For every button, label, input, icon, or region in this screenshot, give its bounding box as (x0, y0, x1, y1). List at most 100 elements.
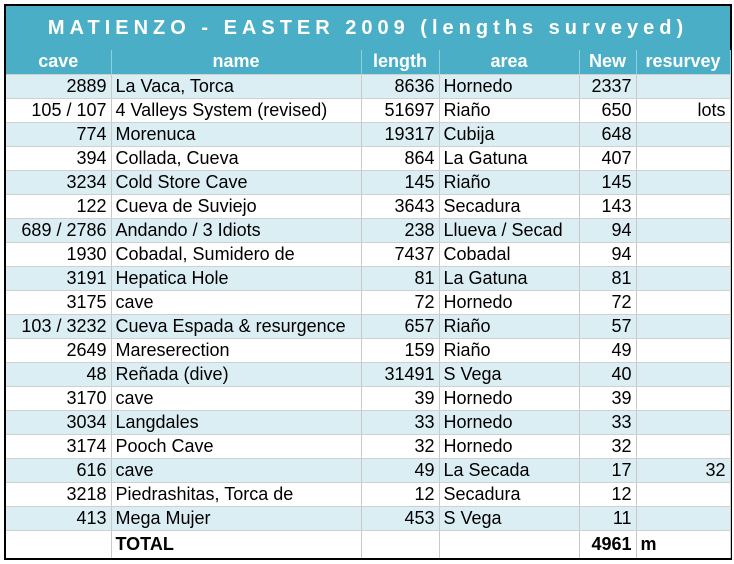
total-empty-length (361, 530, 440, 558)
cell-name: Pooch Cave (111, 434, 362, 459)
table-row: 394 Collada, Cueva 864 La Gatuna 407 (6, 146, 731, 171)
cell-cave: 3218 (6, 482, 112, 507)
header-length: length (361, 50, 440, 75)
cell-cave: 105 / 107 (6, 98, 112, 123)
table-row: 413 Mega Mujer 453 S Vega 11 (6, 506, 731, 531)
total-value: 4961 (579, 530, 637, 558)
cell-name: 4 Valleys System (revised) (111, 98, 362, 123)
table-row: 3174 Pooch Cave 32 Hornedo 32 (6, 434, 731, 459)
cell-area: La Gatuna (439, 146, 580, 171)
cell-length: 7437 (361, 242, 440, 267)
table-row: 48 Reñada (dive) 31491 S Vega 40 (6, 362, 731, 387)
cell-cave: 103 / 3232 (6, 314, 112, 339)
cell-new: 650 (579, 98, 637, 123)
cell-length: 81 (361, 266, 440, 291)
cell-cave: 689 / 2786 (6, 218, 112, 243)
cell-length: 657 (361, 314, 440, 339)
cell-new: 11 (579, 506, 637, 531)
cell-new: 40 (579, 362, 637, 387)
total-empty-area (439, 530, 580, 558)
cell-new: 145 (579, 170, 637, 195)
cell-area: Riaño (439, 338, 580, 363)
cell-name: Morenuca (111, 122, 362, 147)
header-name: name (111, 50, 362, 75)
cell-area: Hornedo (439, 386, 580, 411)
title-text: MATIENZO - EASTER 2009 (lengths surveyed… (47, 16, 689, 39)
total-label: TOTAL (111, 530, 362, 558)
cell-cave: 3175 (6, 290, 112, 315)
table-row: 3170 cave 39 Hornedo 39 (6, 386, 731, 411)
cell-new: 12 (579, 482, 637, 507)
cell-resurvey (636, 266, 731, 291)
cell-area: La Secada (439, 458, 580, 483)
cell-name: Mareserection (111, 338, 362, 363)
table-row: 2649 Mareserection 159 Riaño 49 (6, 338, 731, 363)
table-row: 774 Morenuca 19317 Cubija 648 (6, 122, 731, 147)
cell-new: 94 (579, 242, 637, 267)
cell-new: 32 (579, 434, 637, 459)
table-row: 3034 Langdales 33 Hornedo 33 (6, 410, 731, 435)
table-row: 689 / 2786 Andando / 3 Idiots 238 Llueva / … (6, 218, 731, 243)
cell-length: 33 (361, 410, 440, 435)
cell-cave: 3170 (6, 386, 112, 411)
cell-name: La Vaca, Torca (111, 74, 362, 99)
table-row: 3191 Hepatica Hole 81 La Gatuna 81 (6, 266, 731, 291)
cell-name: Reñada (dive) (111, 362, 362, 387)
cell-name: Piedrashitas, Torca de (111, 482, 362, 507)
table-row: 3218 Piedrashitas, Torca de 12 Secadura 12 (6, 482, 731, 507)
cell-new: 72 (579, 290, 637, 315)
cell-name: Langdales (111, 410, 362, 435)
cell-resurvey (636, 410, 731, 435)
table-row: 1930 Cobadal, Sumidero de 7437 Cobadal 94 (6, 242, 731, 267)
cell-cave: 1930 (6, 242, 112, 267)
cell-new: 407 (579, 146, 637, 171)
cell-new: 81 (579, 266, 637, 291)
cell-area: S Vega (439, 506, 580, 531)
cell-cave: 616 (6, 458, 112, 483)
cell-resurvey (636, 194, 731, 219)
cell-new: 143 (579, 194, 637, 219)
cell-area: Hornedo (439, 434, 580, 459)
total-unit: m (636, 530, 731, 558)
cell-cave: 48 (6, 362, 112, 387)
cell-area: Riaño (439, 314, 580, 339)
cell-new: 49 (579, 338, 637, 363)
cell-name: Cueva de Suviejo (111, 194, 362, 219)
cell-area: Hornedo (439, 410, 580, 435)
cell-resurvey (636, 242, 731, 267)
cell-new: 17 (579, 458, 637, 483)
cell-name: Andando / 3 Idiots (111, 218, 362, 243)
sheet-title: MATIENZO - EASTER 2009 (lengths surveyed… (6, 6, 730, 50)
cell-length: 72 (361, 290, 440, 315)
spreadsheet: MATIENZO - EASTER 2009 (lengths surveyed… (4, 4, 732, 560)
table-row: 105 / 107 4 Valleys System (revised) 51697… (6, 98, 731, 123)
header-row: cave name length area New resurvey (6, 50, 731, 75)
cell-name: Mega Mujer (111, 506, 362, 531)
table-row: 3175 cave 72 Hornedo 72 (6, 290, 731, 315)
total-row: TOTAL 4961 m (6, 530, 731, 558)
cell-length: 31491 (361, 362, 440, 387)
cell-new: 39 (579, 386, 637, 411)
cell-length: 32 (361, 434, 440, 459)
cell-new: 648 (579, 122, 637, 147)
cell-resurvey: lots (636, 98, 731, 123)
cell-name: Cueva Espada & resurgence (111, 314, 362, 339)
header-area: area (439, 50, 580, 75)
table-row: 2889 La Vaca, Torca 8636 Hornedo 2337 (6, 74, 731, 99)
cell-name: cave (111, 458, 362, 483)
cell-cave: 3174 (6, 434, 112, 459)
cell-cave: 394 (6, 146, 112, 171)
cell-area: Riaño (439, 170, 580, 195)
total-empty-cave (6, 530, 112, 558)
cell-cave: 3191 (6, 266, 112, 291)
cell-length: 453 (361, 506, 440, 531)
cell-resurvey (636, 74, 731, 99)
cell-resurvey (636, 146, 731, 171)
cell-new: 2337 (579, 74, 637, 99)
cell-cave: 3234 (6, 170, 112, 195)
cell-area: Hornedo (439, 290, 580, 315)
cell-length: 51697 (361, 98, 440, 123)
cell-length: 159 (361, 338, 440, 363)
cell-area: Hornedo (439, 74, 580, 99)
cell-cave: 774 (6, 122, 112, 147)
